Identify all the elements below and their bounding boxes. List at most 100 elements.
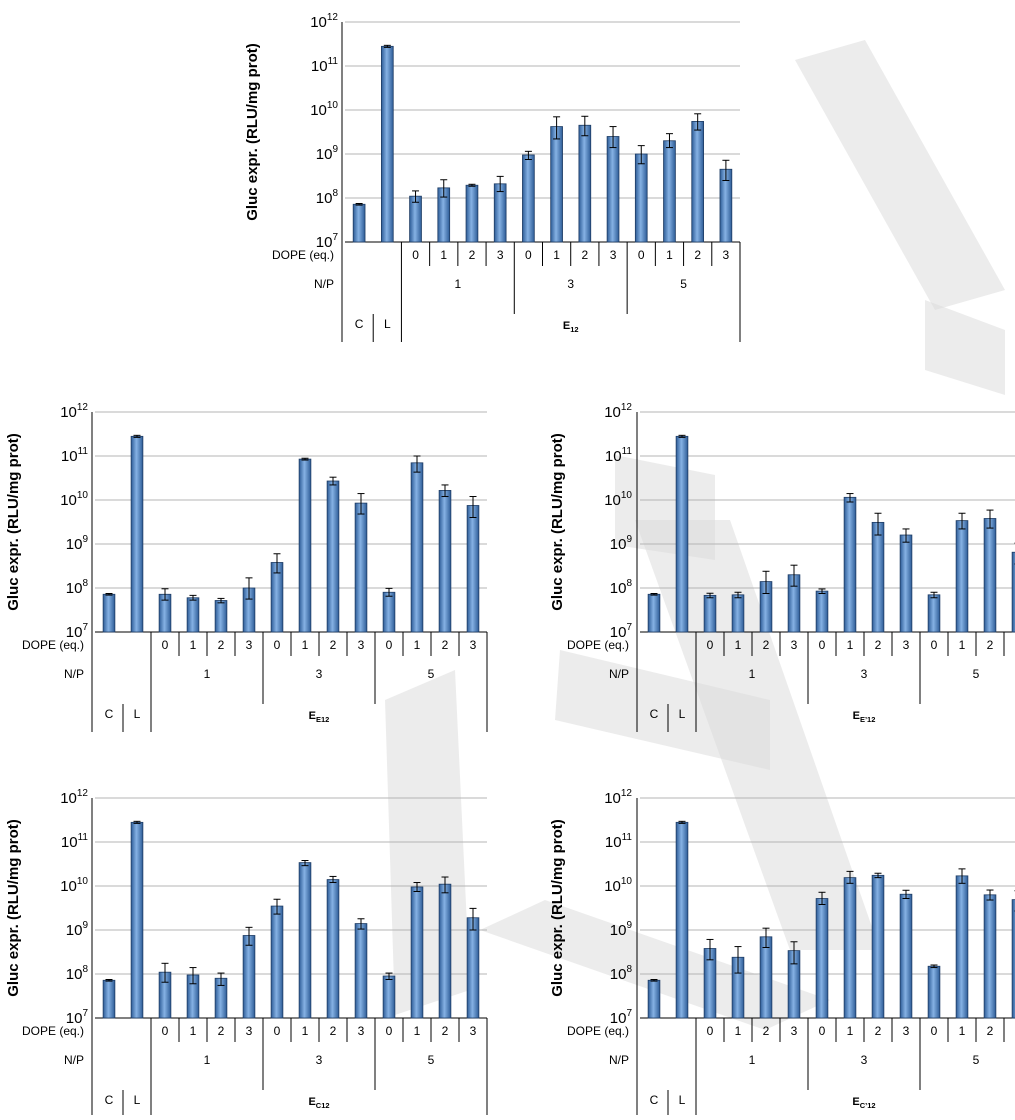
np-label: 1 [204,667,211,681]
y-axis-label: Gluc expr. (RLU/mg prot) [244,43,261,221]
bar [872,522,884,632]
y-tick-label: 1010 [310,100,338,119]
bar [411,463,423,632]
row-label-dope: DOPE (eq.) [567,638,629,652]
bar [103,980,115,1018]
dope-label: 3 [723,248,730,262]
np-label: 1 [749,1053,756,1067]
bar [299,459,311,632]
control-label: C [105,1093,114,1107]
bar [271,906,283,1018]
y-tick-label: 1012 [60,402,88,421]
dope-label: 0 [386,1024,393,1038]
np-label: 1 [749,667,756,681]
dope-label: 2 [581,248,588,262]
series-label: EC12 [308,1096,329,1110]
dope-label: 1 [302,638,309,652]
dope-label: 2 [987,1024,994,1038]
dope-label: 1 [190,638,197,652]
dope-label: 1 [440,248,447,262]
control-label: C [650,1093,659,1107]
dope-label: 0 [274,638,281,652]
dope-label: 0 [931,638,938,652]
dope-label: 2 [763,638,770,652]
dope-label: 0 [819,1024,826,1038]
series-label: EE’12 [853,710,876,724]
np-label: 1 [204,1053,211,1067]
control-label: L [134,707,141,721]
bar [327,880,339,1018]
bar [984,518,996,632]
bar [467,505,479,632]
bar [732,595,744,632]
y-tick-label: 1011 [61,832,89,851]
y-tick-label: 1010 [604,876,632,895]
np-label: 3 [861,667,868,681]
y-tick-label: 1010 [60,876,88,895]
y-tick-label: 1011 [605,832,633,851]
bar [103,594,115,632]
dope-label: 0 [707,1024,714,1038]
dope-label: 2 [330,1024,337,1038]
bar [956,876,968,1018]
dope-label: 3 [246,1024,253,1038]
y-axis-label: Gluc expr. (RLU/mg prot) [5,433,22,611]
row-label-np: N/P [64,1053,84,1067]
dope-label: 1 [735,638,742,652]
bar [551,127,563,242]
bar [635,154,647,242]
y-tick-label: 108 [610,578,633,597]
row-label-dope: DOPE (eq.) [272,248,334,262]
bar [466,185,478,242]
dope-label: 0 [525,248,532,262]
np-label: 5 [680,277,687,291]
bar [439,884,451,1018]
dope-label: 0 [707,638,714,652]
dope-label: 0 [638,248,645,262]
dope-label: 2 [218,638,225,652]
bar [872,875,884,1018]
bar [956,521,968,632]
np-label: 5 [428,1053,435,1067]
y-tick-label: 1010 [60,490,88,509]
bar [131,822,143,1018]
y-tick-label: 1011 [61,446,89,465]
bar [411,887,423,1018]
dope-label: 1 [735,1024,742,1038]
np-label: 1 [455,277,462,291]
control-label: L [384,317,391,331]
bar [410,196,422,242]
control-label: L [134,1093,141,1107]
bar [131,436,143,632]
bar [928,595,940,632]
dope-label: 1 [190,1024,197,1038]
bar [243,935,255,1018]
bar [494,184,506,242]
dope-label: 1 [959,1024,966,1038]
bar [844,497,856,632]
dope-label: 3 [903,638,910,652]
dope-label: 1 [414,638,421,652]
dope-label: 2 [442,1024,449,1038]
bar [648,980,660,1018]
bar [355,503,367,632]
np-label: 3 [316,667,323,681]
bar [928,966,940,1018]
dope-label: 3 [246,638,253,652]
np-label: 5 [973,667,980,681]
bar [355,924,367,1018]
dope-label: 2 [442,638,449,652]
bar [299,863,311,1018]
dope-label: 0 [386,638,393,652]
dope-label: 2 [875,638,882,652]
np-label: 3 [861,1053,868,1067]
y-tick-label: 109 [66,920,89,939]
dope-label: 0 [819,638,826,652]
bar [381,46,393,242]
dope-label: 2 [469,248,476,262]
dope-label: 3 [470,1024,477,1038]
dope-label: 3 [791,638,798,652]
np-label: 3 [567,277,574,291]
dope-label: 2 [694,248,701,262]
dope-label: 3 [497,248,504,262]
